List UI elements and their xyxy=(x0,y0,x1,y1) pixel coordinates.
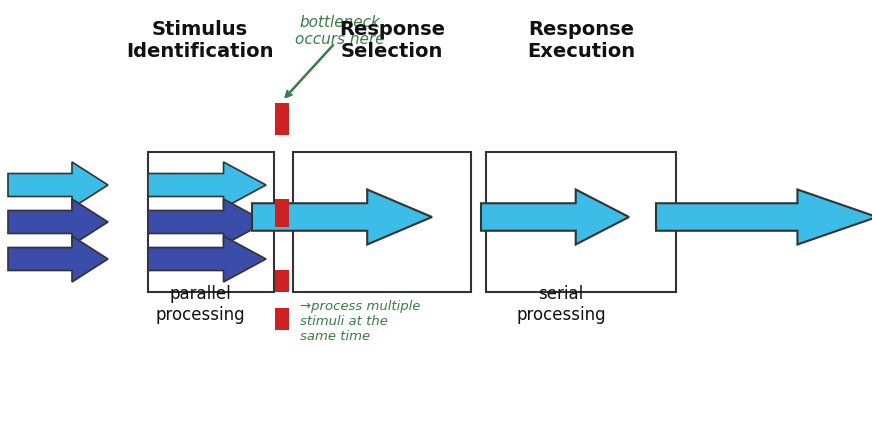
Bar xyxy=(275,308,289,330)
Bar xyxy=(275,199,289,227)
Polygon shape xyxy=(8,236,108,282)
Text: Response
Execution: Response Execution xyxy=(527,20,635,61)
Bar xyxy=(293,152,471,292)
Bar xyxy=(275,103,289,135)
Bar xyxy=(486,152,676,292)
Text: parallel
processing: parallel processing xyxy=(155,285,245,324)
Text: bottleneck
occurs here: bottleneck occurs here xyxy=(296,15,385,48)
Polygon shape xyxy=(252,190,432,245)
Text: serial
processing: serial processing xyxy=(516,285,606,324)
Bar xyxy=(275,270,289,292)
Polygon shape xyxy=(148,236,266,282)
Polygon shape xyxy=(8,199,108,245)
Polygon shape xyxy=(656,190,872,245)
Polygon shape xyxy=(148,199,266,245)
Polygon shape xyxy=(481,190,629,245)
Polygon shape xyxy=(148,162,266,208)
Bar xyxy=(148,152,274,292)
Polygon shape xyxy=(8,162,108,208)
Text: Stimulus
Identification: Stimulus Identification xyxy=(126,20,274,61)
Text: Response
Selection: Response Selection xyxy=(339,20,445,61)
Text: →process multiple
stimuli at the
same time: →process multiple stimuli at the same ti… xyxy=(300,300,420,343)
